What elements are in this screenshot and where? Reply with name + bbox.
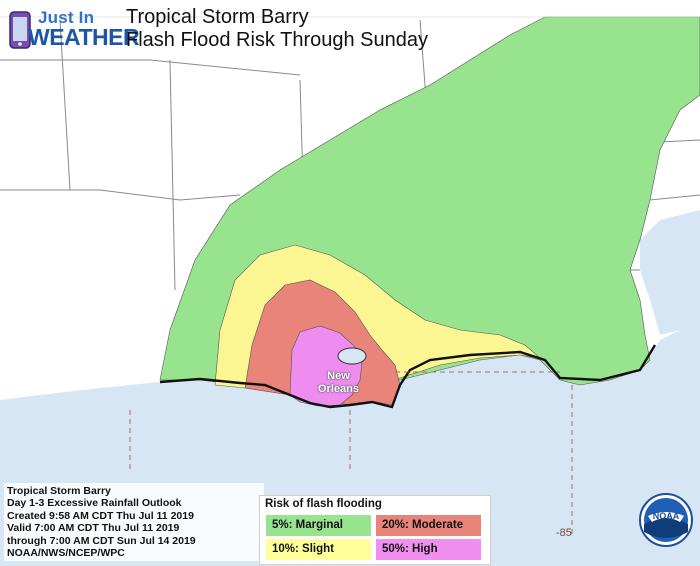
- logo-text-bottom: WEATHER: [28, 24, 140, 50]
- atlantic-water: [640, 210, 700, 335]
- offshore-grid-lines: [129, 371, 573, 535]
- info-line: NOAA/NWS/NCEP/WPC: [7, 547, 125, 560]
- city-label-line-2: Orleans: [318, 383, 359, 395]
- info-line: Valid 7:00 AM CDT Thu Jul 11 2019: [7, 522, 180, 535]
- coastline: [159, 344, 657, 409]
- longitude-label: -85: [556, 527, 572, 539]
- title-line-1: Tropical Storm Barry: [126, 6, 309, 28]
- outlook-info-box: Tropical Storm Barry Day 1-3 Excessive R…: [4, 483, 264, 562]
- just-in-weather-logo: Just In WEATHER: [4, 4, 140, 54]
- info-line: Tropical Storm Barry: [7, 485, 111, 497]
- map-title: Tropical Storm Barry Flash Flood Risk Th…: [126, 6, 428, 52]
- legend-item-moderate: 20%: Moderate: [376, 515, 481, 536]
- logo-text-top: Just In: [38, 8, 95, 27]
- noaa-logo-text: NOAA: [653, 511, 680, 521]
- legend-item-high: 50%: High: [376, 539, 481, 560]
- city-label-new-orleans: New Orleans: [318, 370, 359, 396]
- lake-pontchartrain: [337, 347, 367, 365]
- phone-icon: [9, 11, 31, 49]
- noaa-logo: NOAA: [639, 493, 693, 547]
- info-line: through 7:00 AM CDT Sun Jul 14 2019: [7, 534, 196, 547]
- city-label-line-1: New: [327, 370, 350, 382]
- title-line-2: Flash Flood Risk Through Sunday: [126, 29, 429, 51]
- legend-title: Risk of flash flooding: [265, 498, 382, 510]
- legend-item-marginal: 5%: Marginal: [266, 515, 371, 536]
- info-line: Created 9:58 AM CDT Thu Jul 11 2019: [7, 509, 194, 522]
- info-line: Day 1-3 Excessive Rainfall Outlook: [7, 497, 182, 510]
- risk-legend: Risk of flash flooding 5%: Marginal 20%:…: [259, 495, 491, 565]
- legend-item-slight: 10%: Slight: [266, 539, 371, 560]
